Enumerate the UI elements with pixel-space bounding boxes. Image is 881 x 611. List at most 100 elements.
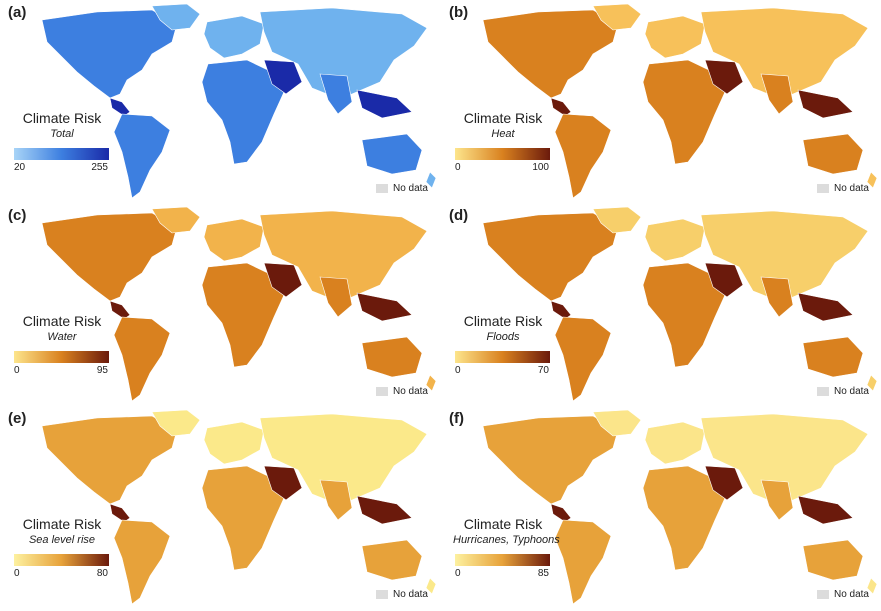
color-legend: Climate Risk Floods 0 70 bbox=[453, 313, 553, 379]
color-legend: Climate Risk Heat 0 100 bbox=[453, 110, 553, 176]
region-central-america bbox=[109, 503, 131, 523]
region-south-asia bbox=[760, 73, 794, 115]
region-south-asia bbox=[319, 479, 353, 521]
region-asia bbox=[700, 7, 869, 97]
region-australia bbox=[802, 539, 864, 581]
world-map-water bbox=[41, 206, 437, 402]
region-new-zealand bbox=[425, 171, 437, 189]
world-map-heat bbox=[482, 3, 878, 199]
no-data-swatch bbox=[375, 590, 388, 599]
legend-gradient-bar bbox=[455, 148, 550, 160]
region-south-asia bbox=[319, 73, 353, 115]
region-south-america bbox=[113, 113, 171, 199]
color-legend: Climate Risk Water 0 95 bbox=[12, 313, 112, 379]
legend-title: Climate Risk bbox=[22, 110, 102, 126]
region-south-america bbox=[554, 113, 612, 199]
no-data-legend: No data bbox=[375, 183, 428, 194]
legend-min-label: 20 bbox=[14, 162, 26, 173]
region-new-zealand bbox=[866, 374, 878, 392]
no-data-swatch bbox=[816, 590, 829, 599]
region-north-america bbox=[482, 9, 619, 99]
legend-gradient-bar bbox=[14, 351, 109, 363]
no-data-label: No data bbox=[392, 183, 428, 194]
region-south-america bbox=[554, 316, 612, 402]
region-southeast-asia bbox=[797, 495, 854, 525]
region-asia bbox=[259, 413, 428, 503]
region-australia bbox=[802, 133, 864, 175]
no-data-legend: No data bbox=[375, 589, 428, 600]
panel-label: (f) bbox=[449, 410, 464, 427]
map-panel-hurricanes-typhoons: (f) Climate Risk Hurricanes, Typhoons 0 … bbox=[443, 408, 879, 608]
region-middle-east bbox=[704, 465, 744, 501]
legend-max-label: 95 bbox=[96, 365, 108, 376]
map-panel-floods: (d) Climate Risk Floods 0 70 No data bbox=[443, 205, 879, 405]
region-greenland bbox=[592, 409, 642, 437]
map-panel-heat: (b) Climate Risk Heat 0 100 No data bbox=[443, 2, 879, 202]
region-asia bbox=[259, 7, 428, 97]
region-southeast-asia bbox=[356, 495, 413, 525]
region-south-america bbox=[113, 316, 171, 402]
region-new-zealand bbox=[425, 577, 437, 595]
map-panel-water: (c) Climate Risk Water 0 95 No data bbox=[2, 205, 438, 405]
color-legend: Climate Risk Total 20 255 bbox=[12, 110, 112, 176]
no-data-label: No data bbox=[392, 589, 428, 600]
color-legend: Climate Risk Hurricanes, Typhoons 0 85 bbox=[453, 516, 560, 582]
region-australia bbox=[361, 539, 423, 581]
region-south-asia bbox=[319, 276, 353, 318]
region-greenland bbox=[151, 3, 201, 31]
region-southeast-asia bbox=[356, 292, 413, 322]
region-north-america bbox=[482, 212, 619, 302]
region-middle-east bbox=[704, 59, 744, 95]
region-greenland bbox=[151, 206, 201, 234]
legend-title: Climate Risk bbox=[463, 516, 543, 532]
region-central-america bbox=[109, 97, 131, 117]
no-data-label: No data bbox=[833, 386, 869, 397]
map-panel-sea-level-rise: (e) Climate Risk Sea level rise 0 80 No … bbox=[2, 408, 438, 608]
legend-min-label: 0 bbox=[455, 568, 461, 579]
legend-max-label: 100 bbox=[532, 162, 549, 173]
region-europe bbox=[644, 421, 706, 465]
region-greenland bbox=[592, 206, 642, 234]
legend-max-label: 80 bbox=[96, 568, 108, 579]
legend-gradient-bar bbox=[455, 554, 550, 566]
no-data-legend: No data bbox=[375, 386, 428, 397]
region-north-america bbox=[41, 415, 178, 505]
region-greenland bbox=[151, 409, 201, 437]
legend-subtitle: Floods bbox=[486, 331, 520, 343]
legend-title: Climate Risk bbox=[463, 110, 543, 126]
world-map-hurricanes-typhoons bbox=[482, 409, 878, 605]
region-north-america bbox=[41, 9, 178, 99]
legend-min-label: 0 bbox=[455, 365, 461, 376]
region-central-america bbox=[550, 503, 572, 523]
region-middle-east bbox=[263, 262, 303, 298]
no-data-swatch bbox=[816, 387, 829, 396]
panel-label: (b) bbox=[449, 4, 469, 21]
region-southeast-asia bbox=[797, 89, 854, 119]
legend-subtitle: Sea level rise bbox=[28, 534, 96, 546]
panel-label: (e) bbox=[8, 410, 27, 427]
region-europe bbox=[203, 218, 265, 262]
no-data-label: No data bbox=[392, 386, 428, 397]
region-new-zealand bbox=[425, 374, 437, 392]
region-europe bbox=[644, 15, 706, 59]
region-middle-east bbox=[704, 262, 744, 298]
no-data-legend: No data bbox=[816, 386, 869, 397]
world-map-total bbox=[41, 3, 437, 199]
panel-label: (a) bbox=[8, 4, 27, 21]
region-europe bbox=[644, 218, 706, 262]
no-data-label: No data bbox=[833, 589, 869, 600]
panel-label: (c) bbox=[8, 207, 27, 224]
legend-min-label: 0 bbox=[14, 365, 20, 376]
region-asia bbox=[259, 210, 428, 300]
no-data-swatch bbox=[375, 387, 388, 396]
world-map-floods bbox=[482, 206, 878, 402]
no-data-label: No data bbox=[833, 183, 869, 194]
legend-subtitle: Hurricanes, Typhoons bbox=[453, 534, 560, 546]
world-map-sea-level-rise bbox=[41, 409, 437, 605]
legend-max-label: 70 bbox=[537, 365, 549, 376]
legend-title: Climate Risk bbox=[463, 313, 543, 329]
panel-label: (d) bbox=[449, 207, 469, 224]
region-southeast-asia bbox=[797, 292, 854, 322]
region-central-america bbox=[109, 300, 131, 320]
